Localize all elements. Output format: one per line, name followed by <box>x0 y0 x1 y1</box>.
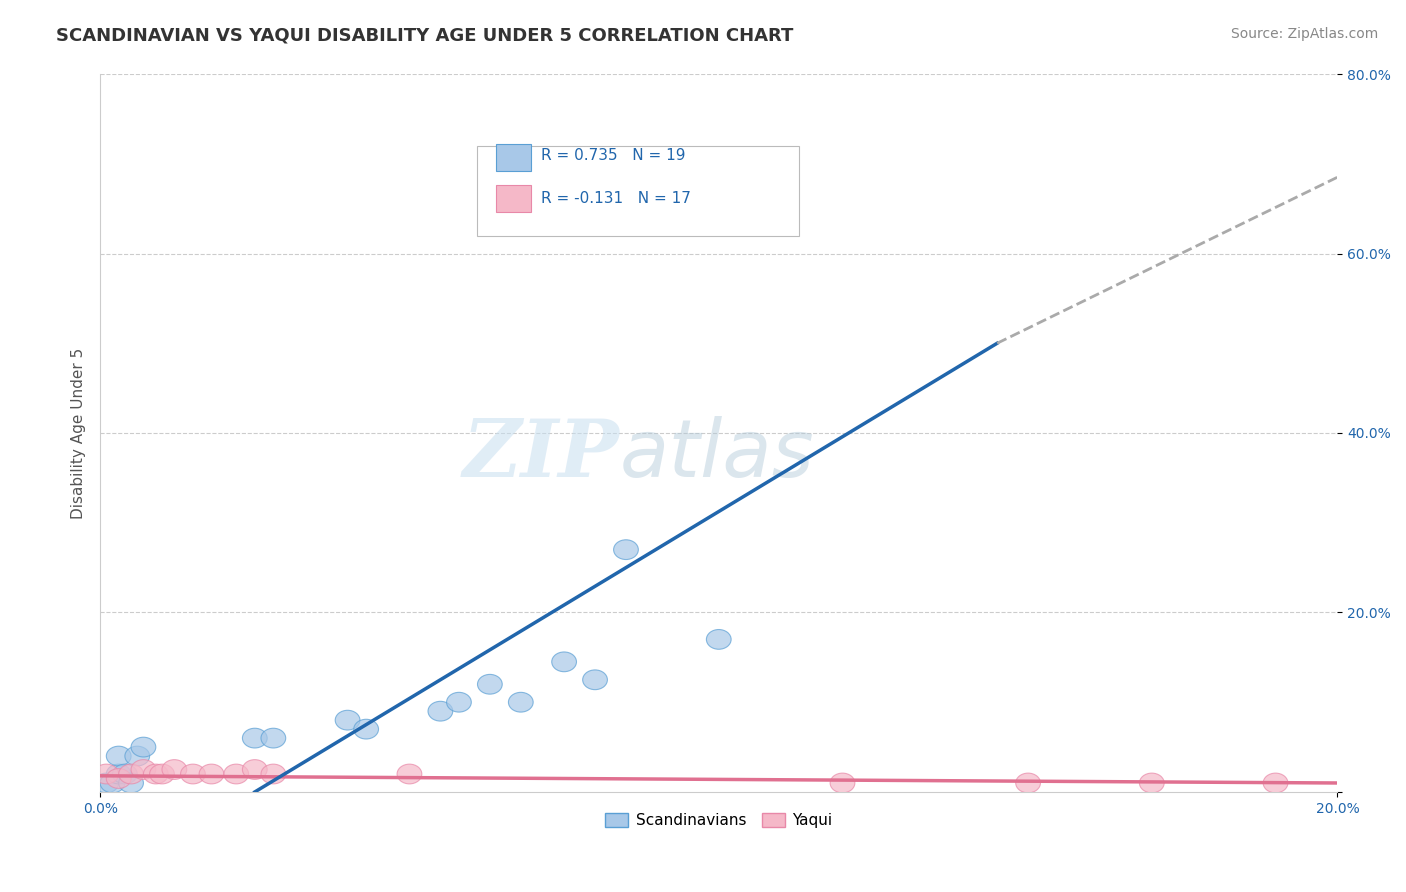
Legend: Scandinavians, Yaqui: Scandinavians, Yaqui <box>599 807 838 835</box>
Ellipse shape <box>551 652 576 672</box>
Ellipse shape <box>242 760 267 780</box>
Ellipse shape <box>1263 773 1288 793</box>
Ellipse shape <box>180 764 205 784</box>
Ellipse shape <box>149 764 174 784</box>
Ellipse shape <box>107 769 131 789</box>
Ellipse shape <box>335 710 360 730</box>
Y-axis label: Disability Age Under 5: Disability Age Under 5 <box>72 347 86 518</box>
Ellipse shape <box>354 719 378 739</box>
Ellipse shape <box>582 670 607 690</box>
Ellipse shape <box>830 773 855 793</box>
Ellipse shape <box>200 764 224 784</box>
Text: R = -0.131   N = 17: R = -0.131 N = 17 <box>540 191 690 206</box>
Ellipse shape <box>131 737 156 757</box>
Ellipse shape <box>1139 773 1164 793</box>
Ellipse shape <box>396 764 422 784</box>
Ellipse shape <box>706 630 731 649</box>
Ellipse shape <box>162 760 187 780</box>
Ellipse shape <box>143 764 169 784</box>
Ellipse shape <box>131 760 156 780</box>
Ellipse shape <box>118 764 143 784</box>
Ellipse shape <box>1015 773 1040 793</box>
Ellipse shape <box>427 701 453 721</box>
Ellipse shape <box>94 773 118 793</box>
Ellipse shape <box>107 747 131 766</box>
Ellipse shape <box>447 692 471 712</box>
Ellipse shape <box>94 764 118 784</box>
Ellipse shape <box>478 674 502 694</box>
Ellipse shape <box>509 692 533 712</box>
Text: SCANDINAVIAN VS YAQUI DISABILITY AGE UNDER 5 CORRELATION CHART: SCANDINAVIAN VS YAQUI DISABILITY AGE UND… <box>56 27 793 45</box>
Ellipse shape <box>262 764 285 784</box>
Ellipse shape <box>112 764 138 784</box>
Ellipse shape <box>107 764 131 784</box>
Ellipse shape <box>224 764 249 784</box>
Ellipse shape <box>262 728 285 748</box>
FancyBboxPatch shape <box>496 185 530 212</box>
Text: Source: ZipAtlas.com: Source: ZipAtlas.com <box>1230 27 1378 41</box>
Ellipse shape <box>242 728 267 748</box>
Ellipse shape <box>100 773 125 793</box>
FancyBboxPatch shape <box>496 144 530 171</box>
Text: R = 0.735   N = 19: R = 0.735 N = 19 <box>540 148 685 163</box>
Ellipse shape <box>118 773 143 793</box>
Text: atlas: atlas <box>620 416 814 493</box>
Ellipse shape <box>613 540 638 559</box>
FancyBboxPatch shape <box>478 145 799 235</box>
Ellipse shape <box>125 747 149 766</box>
Text: ZIP: ZIP <box>463 416 620 493</box>
